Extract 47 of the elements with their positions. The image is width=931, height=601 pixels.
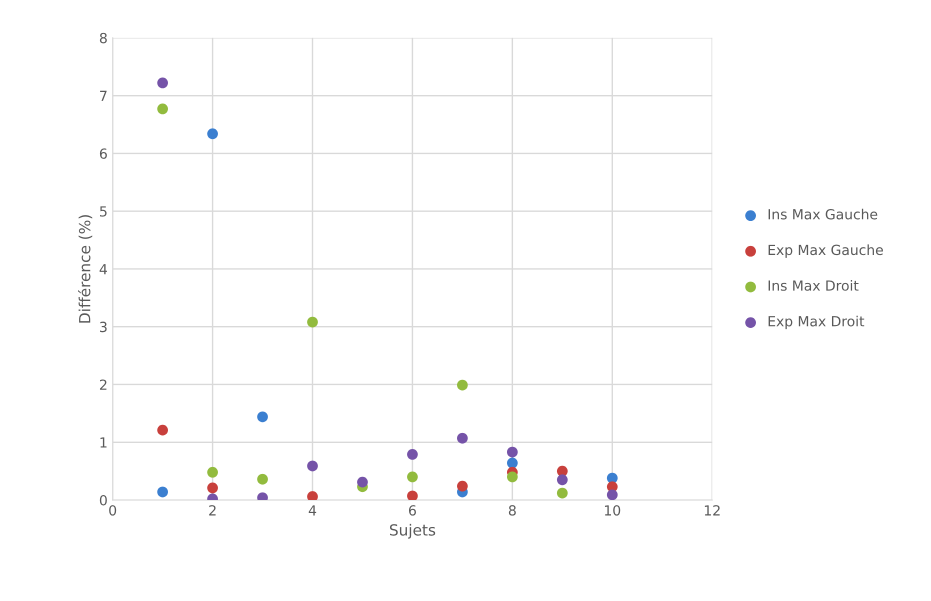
y-tick-label: 1: [100, 437, 107, 448]
point: [556, 488, 568, 498]
point: [257, 474, 268, 485]
point: [157, 104, 168, 114]
y-tick-label: 5: [100, 206, 107, 217]
y-tick-label: 4: [100, 264, 108, 274]
x-tick-label: 0: [109, 505, 116, 516]
x-axis-title: Sujets: [390, 524, 436, 539]
point: [157, 78, 168, 88]
legend-label: Ins Max Droit: [768, 280, 858, 291]
x-tick-label: 2: [209, 505, 216, 516]
point: [506, 458, 518, 468]
point: [207, 482, 218, 494]
legend-label: Exp Max Gauche: [768, 244, 883, 258]
point: [457, 480, 468, 492]
legend-label: Ins Max Gauche: [768, 208, 878, 220]
x-tick-label: 4: [308, 505, 316, 516]
y-tick-label: 2: [100, 379, 106, 390]
point: [457, 432, 468, 444]
point: [257, 411, 268, 422]
point: [506, 446, 518, 458]
x-tick-label: 12: [704, 505, 720, 516]
point: [407, 472, 418, 482]
point: [457, 380, 468, 390]
point: [556, 474, 568, 486]
point: [157, 424, 168, 436]
y-tick-label: 3: [100, 322, 107, 332]
x-tick-label: 6: [408, 505, 416, 516]
point: [606, 489, 618, 500]
y-tick-label: 0: [100, 495, 107, 506]
y-tick-label: 8: [100, 32, 107, 44]
point: [357, 476, 368, 488]
point: [307, 460, 318, 472]
point: [307, 491, 318, 500]
x-tick-label: 8: [508, 505, 516, 516]
y-tick-label: 7: [100, 90, 107, 101]
y-tick-label: 6: [100, 148, 107, 159]
point: [207, 466, 218, 478]
point: [207, 128, 218, 140]
point: [407, 449, 418, 460]
x-tick-label: 10: [604, 505, 620, 516]
legend-label: Exp Max Droit: [768, 316, 864, 330]
y-axis-title: Différence (%): [78, 215, 92, 323]
point: [307, 316, 318, 328]
point: [157, 486, 168, 498]
point: [407, 490, 418, 500]
point: [506, 472, 518, 482]
